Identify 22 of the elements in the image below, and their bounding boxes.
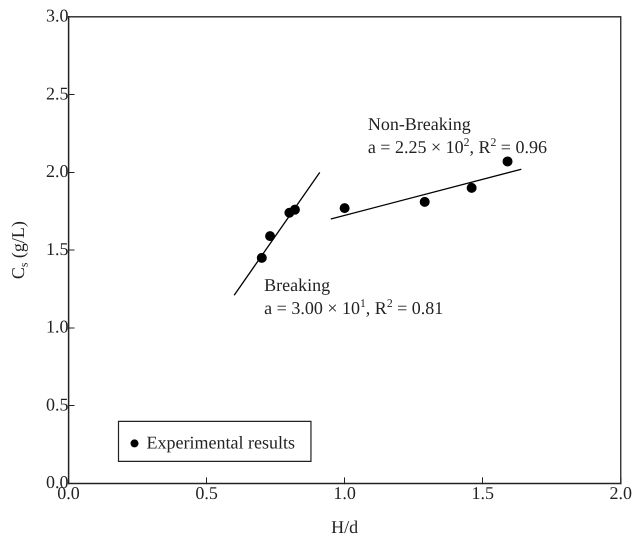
annotation: Non-Breaking — [368, 114, 471, 134]
x-tick-label: 2.0 — [610, 482, 632, 503]
point — [466, 182, 477, 193]
x-tick-label: 1.5 — [471, 482, 494, 503]
y-axis-title: Cs (g/L) — [8, 221, 31, 280]
point — [256, 252, 267, 263]
x-tick-label: 0.5 — [195, 482, 218, 503]
point — [420, 196, 430, 207]
legend-label: Experimental results — [146, 432, 295, 452]
y-tick-label: 2.0 — [46, 161, 68, 182]
point — [340, 203, 350, 214]
point — [290, 204, 300, 215]
point — [502, 156, 513, 166]
annotation: Breaking — [264, 275, 330, 296]
y-tick-label: 0.5 — [46, 394, 68, 414]
y-tick-label: 1.5 — [46, 238, 68, 259]
y-tick-label: 2.5 — [46, 83, 68, 104]
y-tick-label: 1.0 — [46, 316, 68, 337]
x-tick-label: 1.0 — [333, 482, 356, 503]
x-axis-title: H/d — [331, 517, 358, 537]
y-tick-label: 3.0 — [46, 6, 68, 26]
point — [265, 231, 276, 242]
